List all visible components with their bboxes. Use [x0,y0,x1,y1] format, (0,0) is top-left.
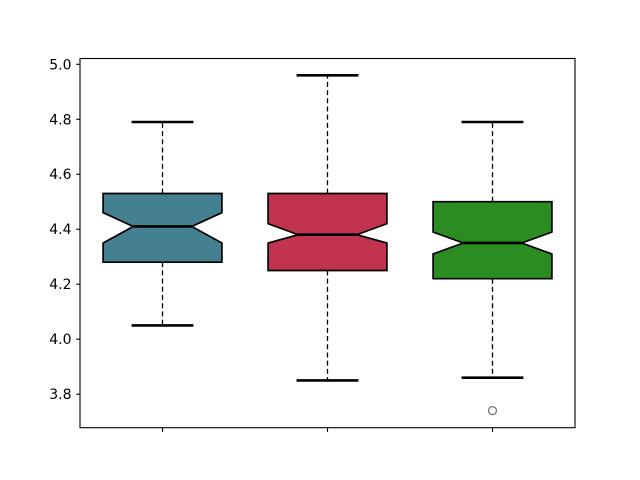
box-2 [267,192,388,272]
y-tick-label: 4.8 [49,112,71,128]
y-tick-label: 4.6 [49,167,71,183]
y-tick-label: 4.4 [49,222,71,238]
box-3-flier [487,406,498,416]
y-tick-label: 4.0 [49,332,71,348]
y-tick-label: 5.0 [49,57,71,73]
y-tick-label: 3.8 [49,387,71,403]
box-1 [102,192,223,264]
box-3 [432,200,553,280]
y-tick-label: 4.2 [49,277,71,293]
